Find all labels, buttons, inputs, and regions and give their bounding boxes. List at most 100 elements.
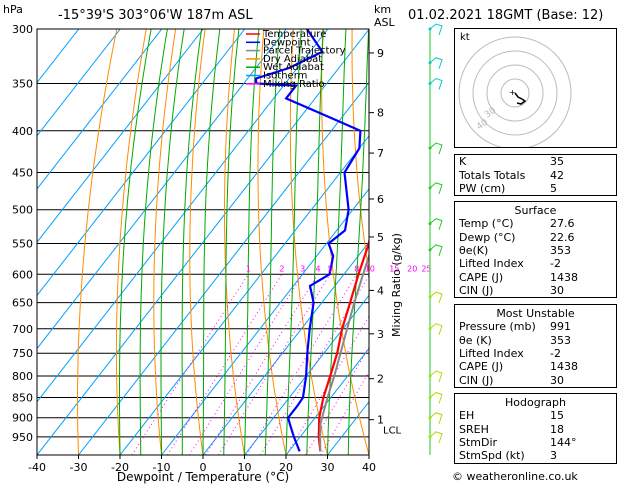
surface-label: CIN (J) (459, 284, 494, 298)
km-tick-label: 6 (377, 193, 384, 206)
wet-adiabat-line (119, 29, 152, 455)
x-tick-label: 10 (238, 461, 252, 474)
pressure-tick-label: 950 (12, 431, 33, 444)
isotherm-line (37, 29, 121, 137)
isobar-lines (37, 28, 369, 438)
km-tick-label: 2 (377, 373, 384, 386)
x-tick-label: 20 (279, 461, 293, 474)
legend-label: Wet Adiabat (263, 62, 324, 73)
mixing-ratio-line (260, 274, 369, 455)
pressure-tick-label: 800 (12, 370, 33, 383)
surface-value: 27.6 (550, 217, 575, 231)
hodo-value: 18 (550, 422, 564, 436)
isotherm-line (244, 294, 369, 455)
height-unit-asl: ASL (374, 16, 395, 29)
mixing-ratio-label: 5 (328, 264, 333, 273)
mixing-ratio-line (286, 315, 369, 455)
wet-adiabat-line (244, 29, 260, 455)
pressure-tick-label: 450 (12, 166, 33, 179)
isotherm-line (285, 347, 369, 455)
wet-adiabat-line (327, 29, 347, 455)
mixing-ratio-label: 1 (246, 264, 251, 273)
hodo-value: 144° (550, 435, 577, 449)
isotherm-line (37, 29, 329, 403)
mixing-ratio-line (188, 274, 304, 455)
wind-barb (429, 244, 443, 257)
dry-adiabat-line (77, 29, 118, 455)
mu-value: 353 (550, 333, 571, 347)
hodo-row: StmDir 144° (455, 436, 616, 449)
x-axis-label: Dewpoint / Temperature (°C) (117, 470, 289, 484)
wet-adiabat-lines (119, 29, 369, 455)
surface-label: θe(K) (459, 243, 489, 257)
wet-adiabat-line (160, 29, 185, 455)
hodo-label: SREH (459, 422, 489, 436)
mu-label: CAPE (J) (459, 360, 504, 374)
wet-adiabat-line (181, 29, 203, 455)
surface-row: CAPE (J) 1438 (455, 271, 616, 284)
surface-value: 30 (550, 284, 564, 298)
series-line-parcel-trajectory (319, 252, 369, 452)
x-tick-label: -40 (28, 461, 46, 474)
wind-barb (429, 291, 443, 304)
pressure-tick-label: 700 (12, 323, 33, 336)
wind-barb-column (428, 23, 443, 455)
km-tick-label: 3 (377, 328, 384, 341)
surface-value: 353 (550, 243, 571, 257)
mixing-ratio-label: 8 (354, 264, 359, 273)
hodo-row: StmSpd (kt) 3 (455, 449, 616, 462)
isotherm-line (37, 29, 246, 297)
pressure-tick-label: 650 (12, 297, 33, 310)
mu-label: CIN (J) (459, 373, 494, 387)
isotherm-line (161, 188, 369, 455)
hodo-label: EH (459, 409, 475, 423)
surface-row: Temp (°C) 27.6 (455, 217, 616, 230)
mixing-ratio-axis-label: Mixing Ratio (g/kg) (390, 233, 403, 337)
hodo-label: StmDir (459, 435, 498, 449)
wind-barb (429, 77, 443, 90)
wind-barb (429, 431, 443, 444)
mu-row: θe (K) 353 (455, 333, 616, 347)
isotherm-line (202, 241, 369, 455)
axes: 3003504004505005506006507007508008509009… (12, 23, 402, 474)
hodograph-plot: kt 40 30 + (458, 32, 572, 150)
hodograph-table-title: Hodograph (505, 396, 566, 409)
km-tick-label: 8 (377, 107, 384, 120)
mu-row: Lifted Index -2 (455, 347, 616, 360)
pressure-tick-label: 750 (12, 347, 33, 360)
km-tick-label: 4 (377, 284, 384, 297)
mixing-ratio-line (320, 370, 369, 455)
x-tick-label: -30 (70, 461, 88, 474)
dry-adiabat-line (224, 29, 245, 455)
isotherm-line (78, 81, 369, 455)
hodograph-ring-label: 30 (483, 106, 498, 121)
legend-label: Mixing Ratio (263, 79, 325, 90)
mixing-ratio-line (205, 274, 319, 455)
wet-adiabat-line (202, 29, 221, 455)
index-label: PW (cm) (459, 181, 506, 195)
mu-row: CIN (J) 30 (455, 374, 616, 387)
mu-value: 30 (550, 373, 564, 387)
pressure-tick-label: 900 (12, 412, 33, 425)
dry-adiabat-lines (77, 29, 369, 455)
mu-value: 1438 (550, 360, 578, 374)
surface-row: θe(K) 353 (455, 244, 616, 257)
legend-label: Dry Adiabat (263, 54, 322, 65)
mixing-ratio-labels: 1 2 3 4 5 8 10 15 20 25 (246, 264, 432, 273)
copyright-text: © weatheronline.co.uk (452, 470, 578, 483)
pressure-tick-label: 550 (12, 237, 33, 250)
mu-row: CAPE (J) 1438 (455, 360, 616, 373)
wet-adiabat-line (139, 29, 168, 455)
datetime-title: 01.02.2021 18GMT (Base: 12) (408, 8, 604, 23)
x-tick-label: 0 (200, 461, 207, 474)
x-tick-label: -10 (153, 461, 171, 474)
location-title: -15°39'S 303°06'W 187m ASL (58, 8, 253, 23)
lcl-label: LCL (383, 426, 402, 437)
dry-adiabat-line (189, 29, 206, 455)
indices-panel: K 35 Totals Totals 42 PW (cm) 5 (454, 154, 617, 197)
pressure-tick-label: 350 (12, 78, 33, 91)
hodo-label: StmSpd (kt) (459, 449, 525, 463)
pressure-unit-label: hPa (3, 3, 23, 16)
series-line-dewpoint (254, 29, 362, 452)
